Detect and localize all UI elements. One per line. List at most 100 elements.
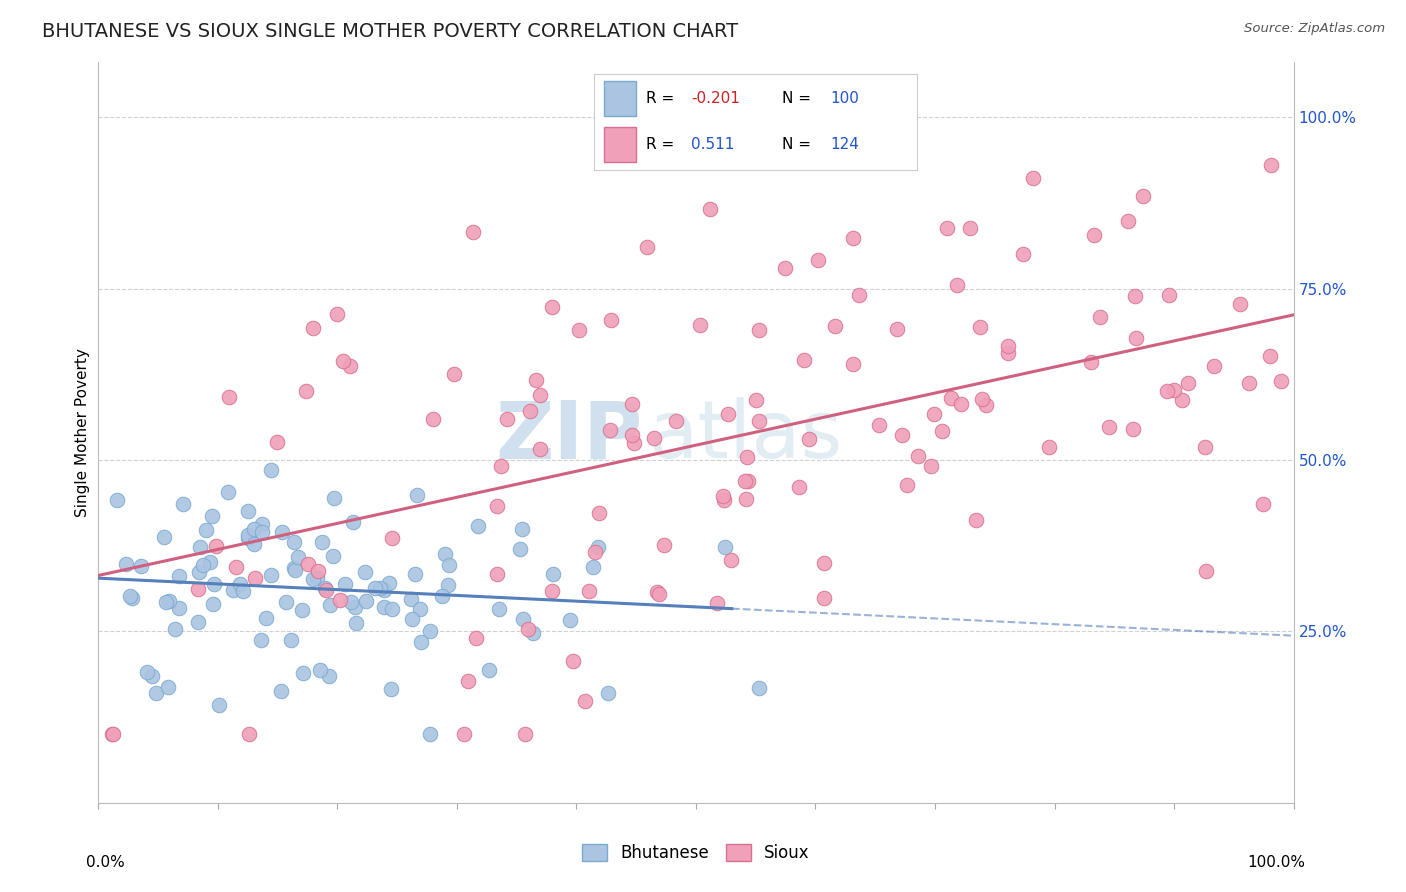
- Point: [585, 545, 607, 559]
- Point: [276, 595, 298, 609]
- Point: [935, 220, 957, 235]
- Point: [254, 611, 277, 625]
- Point: [997, 346, 1019, 360]
- Point: [543, 566, 565, 581]
- Point: [720, 553, 742, 567]
- Point: [291, 603, 314, 617]
- Point: [643, 431, 665, 445]
- Point: [380, 681, 402, 696]
- Point: [153, 530, 176, 544]
- Point: [202, 577, 225, 591]
- Point: [747, 414, 769, 428]
- Point: [238, 532, 260, 546]
- Point: [748, 681, 770, 695]
- Point: [311, 534, 333, 549]
- Point: [368, 581, 391, 595]
- Point: [574, 694, 596, 708]
- Point: [1204, 359, 1226, 373]
- Point: [115, 558, 138, 572]
- Point: [297, 557, 319, 571]
- Point: [187, 582, 209, 597]
- Point: [323, 491, 346, 505]
- Point: [333, 576, 356, 591]
- Point: [198, 555, 221, 569]
- Point: [848, 288, 870, 302]
- Point: [489, 459, 512, 474]
- Point: [145, 686, 167, 700]
- Point: [1157, 287, 1180, 301]
- Y-axis label: Single Mother Poverty: Single Mother Poverty: [75, 348, 90, 517]
- Point: [339, 359, 361, 373]
- Point: [1125, 331, 1147, 345]
- Point: [187, 565, 209, 579]
- Point: [748, 322, 770, 336]
- Text: Source: ZipAtlas.com: Source: ZipAtlas.com: [1244, 22, 1385, 36]
- Point: [295, 384, 318, 399]
- Point: [946, 277, 969, 292]
- Point: [157, 680, 180, 694]
- Point: [485, 499, 508, 513]
- Point: [107, 493, 129, 508]
- Point: [1258, 349, 1281, 363]
- Point: [582, 560, 605, 574]
- Point: [322, 549, 344, 564]
- Point: [529, 387, 551, 401]
- Point: [529, 442, 551, 456]
- Point: [868, 418, 890, 433]
- Point: [578, 584, 600, 599]
- Point: [939, 392, 962, 406]
- Point: [188, 540, 211, 554]
- Point: [101, 726, 124, 740]
- Point: [302, 321, 325, 335]
- Text: 100.0%: 100.0%: [1247, 855, 1306, 870]
- Point: [813, 591, 835, 605]
- Point: [165, 622, 187, 636]
- Point: [699, 202, 721, 216]
- Point: [260, 463, 283, 477]
- Point: [364, 581, 387, 595]
- Point: [238, 727, 260, 741]
- Point: [422, 411, 444, 425]
- Point: [799, 433, 821, 447]
- Point: [236, 504, 259, 518]
- Text: BHUTANESE VS SIOUX SINGLE MOTHER POVERTY CORRELATION CHART: BHUTANESE VS SIOUX SINGLE MOTHER POVERTY…: [42, 22, 738, 41]
- Point: [409, 602, 432, 616]
- Point: [706, 596, 728, 610]
- Point: [373, 599, 395, 614]
- Point: [1251, 497, 1274, 511]
- Point: [1237, 376, 1260, 391]
- Point: [561, 654, 583, 668]
- Point: [1021, 170, 1043, 185]
- Point: [522, 625, 544, 640]
- Point: [713, 489, 735, 503]
- Point: [714, 541, 737, 555]
- Point: [378, 576, 401, 591]
- Point: [652, 537, 675, 551]
- Point: [648, 587, 671, 601]
- Point: [418, 727, 440, 741]
- Point: [645, 585, 668, 599]
- Point: [478, 663, 501, 677]
- Point: [373, 582, 395, 597]
- Point: [271, 524, 294, 539]
- Point: [121, 591, 143, 605]
- Point: [406, 488, 429, 502]
- Point: [1011, 246, 1033, 260]
- Point: [284, 563, 307, 577]
- Point: [495, 411, 517, 425]
- Point: [329, 593, 352, 607]
- Point: [773, 260, 796, 275]
- Point: [1156, 384, 1178, 399]
- Point: [243, 522, 266, 536]
- Point: [807, 252, 830, 267]
- Point: [636, 240, 658, 254]
- Point: [509, 541, 531, 556]
- Point: [401, 612, 423, 626]
- Point: [524, 373, 547, 387]
- Point: [793, 352, 815, 367]
- Point: [191, 558, 214, 573]
- Point: [486, 566, 509, 581]
- Point: [541, 300, 564, 314]
- Point: [1132, 189, 1154, 203]
- Point: [292, 665, 315, 680]
